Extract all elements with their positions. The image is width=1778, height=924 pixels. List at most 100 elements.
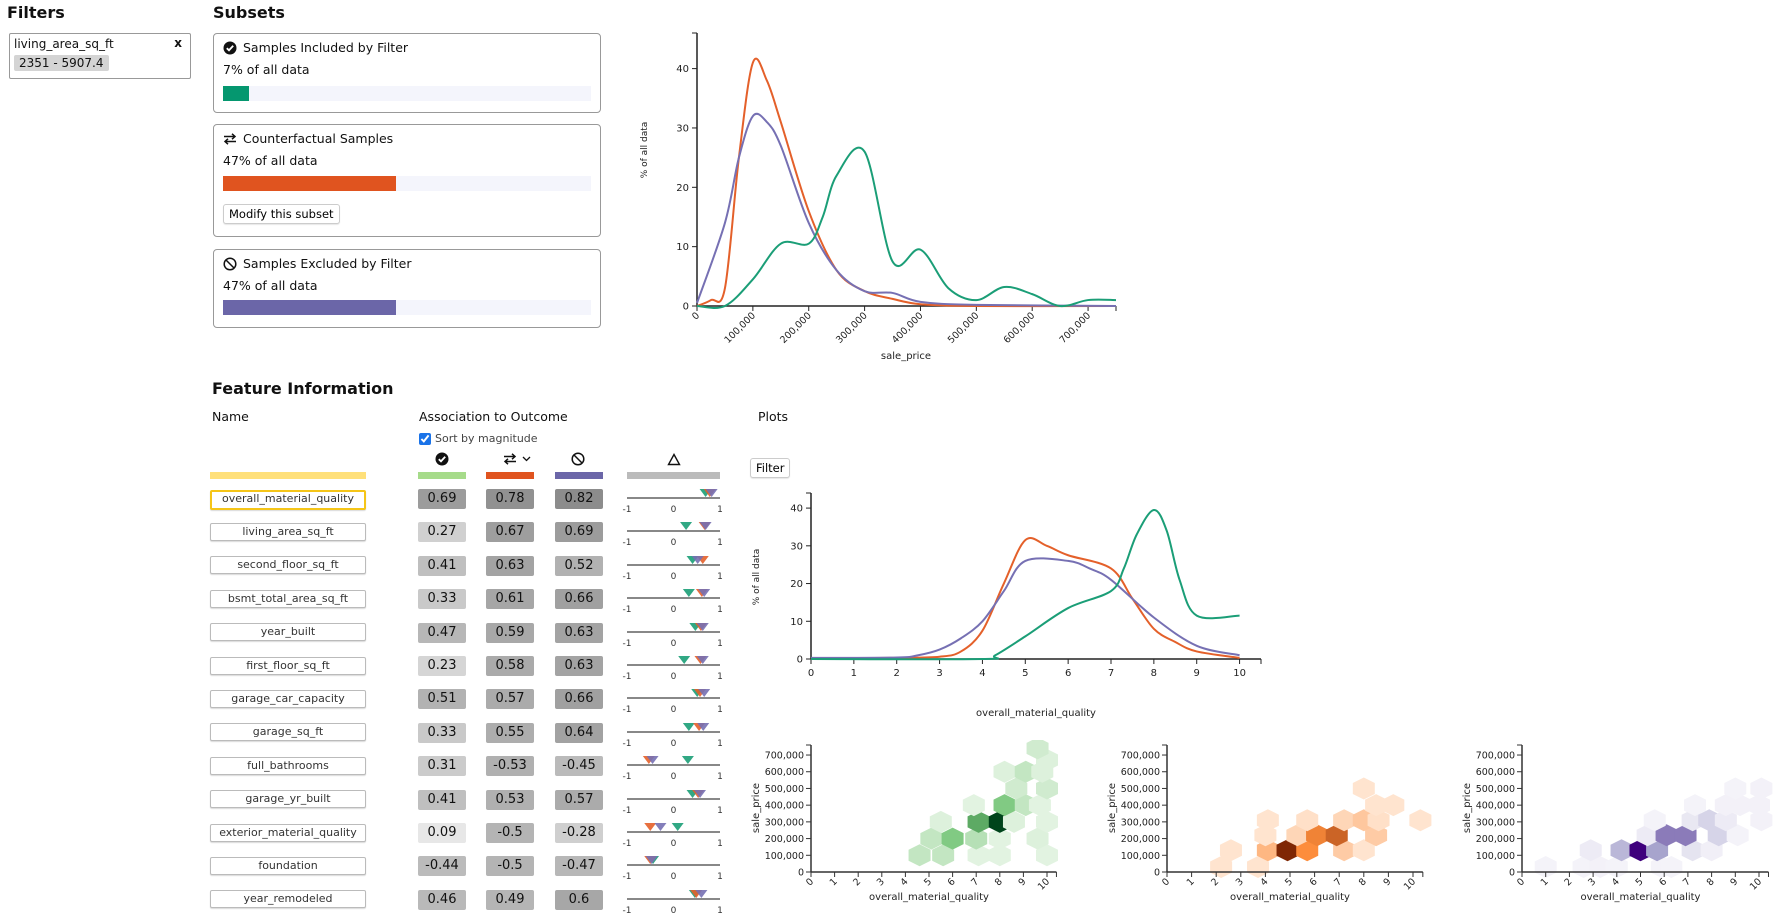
excluded-marker bbox=[646, 756, 659, 765]
included-hexbin-chart: 0 100,000 200,000 300,000 400,000 500,000 600,… bbox=[751, 740, 1058, 903]
sort-by-magnitude-checkbox[interactable] bbox=[419, 432, 431, 445]
delta-axis-tick-label: -1 bbox=[623, 572, 632, 582]
delta-axis-tick-label: 0 bbox=[671, 605, 677, 615]
delta-axis-tick-label: 1 bbox=[717, 906, 723, 916]
swap-arrows-icon[interactable] bbox=[503, 452, 517, 466]
subset-progress-bar bbox=[223, 176, 591, 191]
delta-axis-tick-label: -1 bbox=[623, 672, 632, 682]
association-delta-plot: -1 0 1 bbox=[623, 756, 723, 782]
modify-subset-button[interactable]: Modify this subset bbox=[223, 204, 340, 224]
x-tick-label: 0 bbox=[1160, 876, 1172, 888]
feature-name-button[interactable]: garage_car_capacity bbox=[210, 689, 366, 708]
x-tick-label: 9 bbox=[1381, 876, 1393, 888]
filter-button[interactable]: Filter bbox=[750, 458, 791, 478]
counterfactual-association-value: 0.78 bbox=[486, 489, 534, 509]
x-tick-label: 2 bbox=[1209, 876, 1221, 888]
feature-name-button[interactable]: bsmt_total_area_sq_ft bbox=[210, 589, 366, 608]
remove-filter-button[interactable]: x bbox=[174, 36, 182, 50]
x-tick-label: 5 bbox=[1022, 668, 1028, 679]
y-tick-label: 200,000 bbox=[765, 834, 804, 845]
hexbin-cell bbox=[1382, 794, 1405, 817]
swap-arrows-icon bbox=[223, 132, 237, 145]
excluded-marker bbox=[694, 789, 707, 798]
feature-name-button[interactable]: garage_sq_ft bbox=[210, 723, 366, 742]
y-tick-label: 700,000 bbox=[1121, 751, 1160, 762]
feature-name-button[interactable]: foundation bbox=[210, 856, 366, 875]
counterfactual-association-value: 0.53 bbox=[486, 789, 534, 810]
y-axis-label: % of all data bbox=[752, 549, 762, 606]
excluded-marker bbox=[705, 489, 718, 497]
hexbin-cell bbox=[1036, 777, 1058, 800]
y-tick-label: 40 bbox=[676, 64, 689, 75]
feature-name-button[interactable]: year_remodeled bbox=[210, 890, 366, 909]
subset-included-header: Samples Included by Filter bbox=[223, 40, 408, 55]
x-tick-label: 1 bbox=[851, 668, 857, 679]
x-tick-label: 7 bbox=[1108, 668, 1114, 679]
feature-name-button[interactable]: garage_yr_built bbox=[210, 790, 366, 809]
feature-name-button[interactable]: second_floor_sq_ft bbox=[210, 556, 366, 575]
x-axis-label: overall_material_quality bbox=[1230, 892, 1350, 903]
hexbin-cell bbox=[932, 844, 955, 867]
hexbin-cell bbox=[1002, 810, 1025, 833]
delta-axis-tick-label: -1 bbox=[623, 605, 632, 615]
y-tick-label: 400,000 bbox=[765, 801, 804, 812]
delta-axis-tick-label: -1 bbox=[623, 505, 632, 515]
chevron-down-icon[interactable] bbox=[522, 455, 531, 463]
x-tick-label: 0 bbox=[1515, 876, 1527, 888]
ban-icon[interactable] bbox=[571, 452, 585, 466]
subset-progress-bar bbox=[223, 300, 591, 315]
y-tick-label: 100,000 bbox=[1121, 851, 1160, 862]
excluded-association-value: 0.64 bbox=[555, 722, 603, 743]
delta-axis-tick-label: -1 bbox=[623, 839, 632, 849]
y-tick-label: 20 bbox=[676, 183, 689, 194]
association-column-header: Association to Outcome bbox=[419, 409, 568, 424]
delta-axis-tick-label: 0 bbox=[671, 705, 677, 715]
filter-chip-living-area[interactable]: living_area_sq_ft x 2351 - 5907.4 bbox=[9, 33, 191, 79]
hexbin-cell bbox=[962, 794, 985, 817]
x-axis-label: overall_material_quality bbox=[1581, 892, 1701, 903]
hexbin-cell bbox=[1256, 809, 1279, 832]
counterfactual-association-value: -0.53 bbox=[486, 756, 534, 777]
y-tick-label: 200,000 bbox=[1476, 834, 1515, 845]
feature-name-button[interactable]: first_floor_sq_ft bbox=[210, 656, 366, 675]
subset-percent: 7% of all data bbox=[223, 62, 310, 77]
feature-name-button[interactable]: living_area_sq_ft bbox=[210, 522, 366, 541]
sort-by-magnitude-toggle[interactable]: Sort by magnitude bbox=[419, 432, 538, 445]
association-delta-plot: -1 0 1 bbox=[623, 589, 723, 615]
delta-axis-tick-label: 1 bbox=[717, 538, 723, 548]
excluded-column-color-bar bbox=[555, 472, 603, 479]
counterfactual-association-value: -0.5 bbox=[486, 856, 534, 877]
included-marker bbox=[681, 756, 694, 765]
delta-axis-tick-label: 0 bbox=[671, 872, 677, 882]
feature-name-button[interactable]: year_built bbox=[210, 623, 366, 642]
sale-price-distribution-chart: 0 10 20 30 40 0 100,000 200,000 300,000 400,000 50… bbox=[640, 32, 1117, 362]
hexbin-cell bbox=[988, 844, 1011, 867]
excluded-marker bbox=[698, 689, 711, 698]
included-association-value: 0.41 bbox=[418, 789, 466, 810]
y-tick-label: 600,000 bbox=[1476, 767, 1515, 778]
delta-axis-tick-label: 0 bbox=[671, 672, 677, 682]
hexbin-cell bbox=[1698, 809, 1721, 832]
delta-triangle-icon[interactable] bbox=[667, 453, 681, 466]
feature-name-button[interactable]: exterior_material_quality bbox=[210, 823, 366, 842]
hexbin-cell bbox=[1579, 839, 1602, 862]
delta-axis-tick-label: 0 bbox=[671, 806, 677, 816]
counterfactual-marker bbox=[644, 823, 657, 831]
x-tick-label: 10 bbox=[1402, 876, 1418, 892]
hexbin-cell bbox=[1750, 777, 1773, 800]
x-tick-label: 8 bbox=[1151, 668, 1157, 679]
feature-name-button[interactable]: full_bathrooms bbox=[210, 756, 366, 775]
counterfactual-association-value: 0.59 bbox=[486, 622, 534, 643]
included-marker bbox=[682, 589, 695, 598]
hexbin-cell bbox=[1254, 824, 1277, 847]
delta-axis-tick-label: 1 bbox=[717, 605, 723, 615]
subset-included: Samples Included by Filter 7% of all dat… bbox=[213, 33, 601, 113]
excluded-hexbin-chart: 0 100,000 200,000 300,000 400,000 500,000 600,… bbox=[1462, 744, 1773, 903]
feature-name-button[interactable]: overall_material_quality bbox=[210, 489, 366, 510]
check-circle-icon[interactable] bbox=[435, 452, 449, 466]
x-tick-label: 7 bbox=[1332, 876, 1344, 888]
delta-axis-tick-label: -1 bbox=[623, 538, 632, 548]
x-tick-label: 600,000 bbox=[1002, 310, 1038, 346]
delta-axis-tick-label: 0 bbox=[671, 639, 677, 649]
hexbin-cell bbox=[1296, 809, 1319, 832]
